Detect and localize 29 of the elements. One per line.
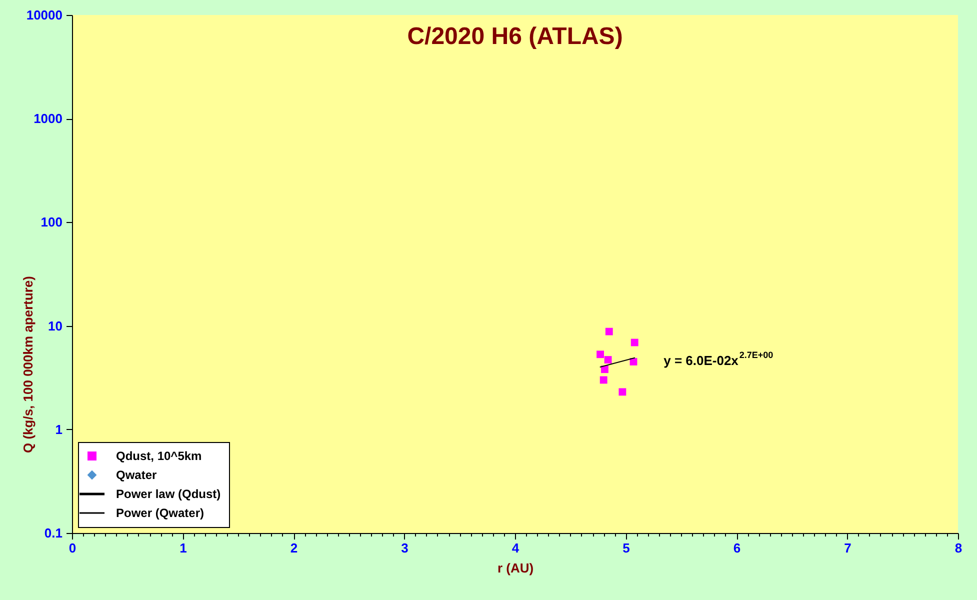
legend-label: Qwater — [116, 468, 158, 482]
point — [604, 356, 612, 364]
point — [605, 328, 613, 336]
x-tick-label: 3 — [401, 540, 408, 556]
y-tick-label: 1000 — [34, 111, 62, 126]
legend-label: Power law (Qdust) — [116, 487, 221, 501]
legend-label: Power (Qwater) — [116, 506, 204, 520]
y-tick-label: 10000 — [26, 8, 62, 22]
point — [600, 376, 608, 384]
point — [618, 388, 626, 396]
point — [596, 350, 604, 358]
x-tick-label: 0 — [68, 540, 76, 556]
x-tick-label: 6 — [733, 540, 741, 556]
x-tick-label: 8 — [954, 540, 962, 556]
x-tick-label: 1 — [180, 540, 187, 556]
y-tick-label: 0.1 — [44, 526, 62, 540]
point — [601, 366, 608, 374]
y-tick-label: 10 — [48, 318, 62, 334]
x-tick-label: 7 — [844, 540, 852, 556]
x-tick-label: 4 — [512, 540, 520, 556]
y-axis-title: Q (kg/s, 100 000km aperture) — [20, 276, 36, 454]
y-tick-label: 100 — [40, 214, 62, 230]
point — [630, 338, 638, 346]
y-tick-label: 1 — [55, 422, 62, 437]
x-axis-title: r (AU) — [497, 560, 534, 576]
x-tick-label: 5 — [622, 540, 630, 556]
chart-title: C/2020 H6 (ATLAS) — [407, 23, 623, 50]
legend-label: Qdust, 10^5km — [116, 449, 202, 463]
x-tick-label: 2 — [290, 540, 298, 556]
